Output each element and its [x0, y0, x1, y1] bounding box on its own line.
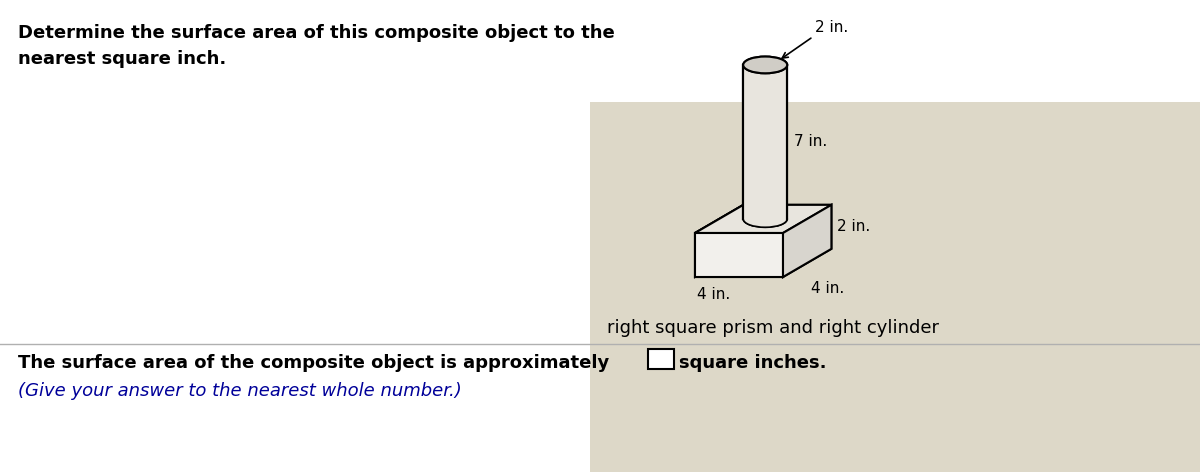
Ellipse shape — [743, 57, 787, 73]
Text: nearest square inch.: nearest square inch. — [18, 50, 227, 68]
Polygon shape — [695, 233, 784, 277]
Polygon shape — [784, 205, 832, 277]
Text: square inches.: square inches. — [679, 354, 827, 372]
Text: right square prism and right cylinder: right square prism and right cylinder — [607, 319, 940, 337]
Ellipse shape — [743, 211, 787, 228]
Bar — [648, 349, 674, 369]
Polygon shape — [695, 233, 784, 277]
Text: (Give your answer to the nearest whole number.): (Give your answer to the nearest whole n… — [18, 382, 462, 400]
Text: 4 in.: 4 in. — [697, 287, 731, 302]
Text: Determine the surface area of this composite object to the: Determine the surface area of this compo… — [18, 24, 614, 42]
Polygon shape — [695, 205, 832, 233]
Text: 2 in.: 2 in. — [838, 219, 871, 234]
Polygon shape — [743, 65, 787, 219]
Bar — [590, 102, 1200, 472]
Polygon shape — [695, 205, 832, 233]
Text: 7 in.: 7 in. — [794, 135, 828, 150]
Ellipse shape — [743, 211, 787, 228]
Text: The surface area of the composite object is approximately: The surface area of the composite object… — [18, 354, 610, 372]
Polygon shape — [695, 205, 744, 277]
Ellipse shape — [743, 57, 787, 73]
Polygon shape — [743, 65, 787, 219]
Polygon shape — [784, 205, 832, 277]
Text: 2 in.: 2 in. — [815, 19, 848, 34]
Text: 4 in.: 4 in. — [811, 281, 845, 296]
